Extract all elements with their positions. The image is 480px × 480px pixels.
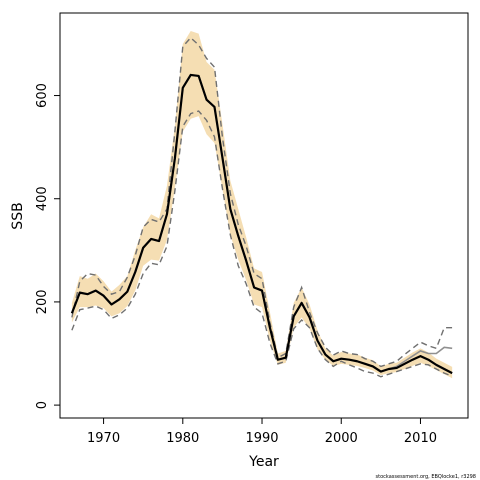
source-footnote: stockassessment.org, EBQlocke1, r3298 (376, 474, 476, 480)
x-tick-label: 2000 (325, 431, 358, 446)
x-axis-title: Year (248, 454, 279, 470)
x-tick-label: 1980 (166, 431, 199, 446)
y-axis: 0 200 400 600 (35, 83, 60, 409)
x-tick-label: 2010 (404, 431, 437, 446)
y-tick-label: 0 (35, 401, 50, 409)
x-tick-label: 1970 (87, 431, 120, 446)
y-axis-title: SSB (10, 202, 26, 229)
x-tick-label: 1990 (245, 431, 278, 446)
x-axis: 1970 1980 1990 2000 2010 (87, 418, 437, 446)
confidence-band (71, 31, 453, 379)
confidence-band-layer (71, 31, 453, 379)
y-tick-label: 200 (35, 290, 50, 315)
dashed-upper-bound-line (71, 36, 453, 368)
dashed-lower-bound-line (71, 110, 453, 378)
ssb-estimate-line (70, 73, 453, 375)
alternate-run-line (71, 74, 453, 373)
plot-frame (59, 12, 469, 419)
y-tick-label: 600 (35, 83, 50, 108)
y-tick-label: 400 (35, 186, 50, 211)
series-line-layer (70, 36, 453, 378)
